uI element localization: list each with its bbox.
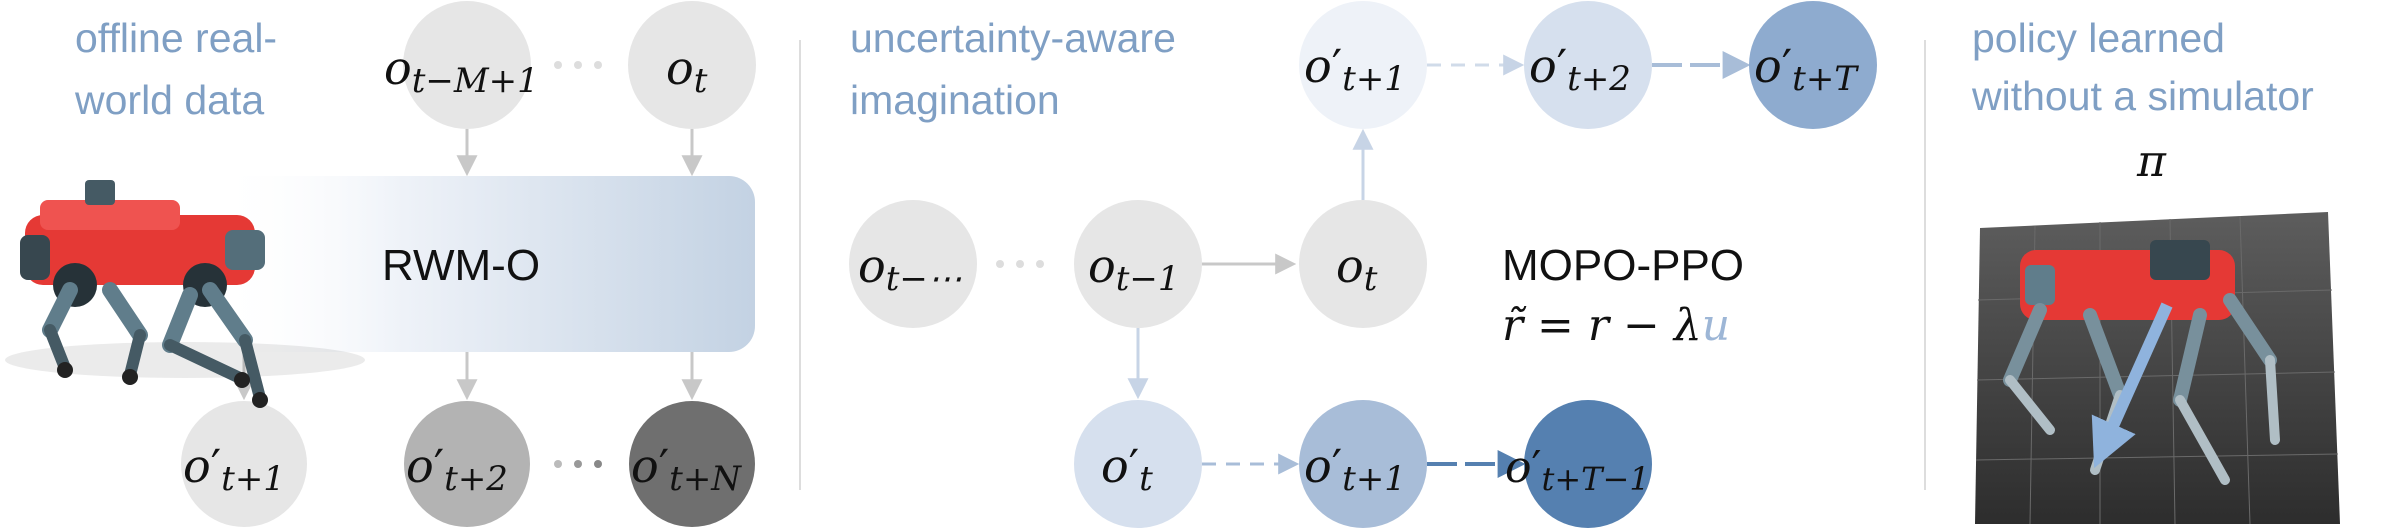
node-mid-top-3 [1749,1,1877,129]
node-mid-top-2-label: o′t+2 [1529,39,1631,99]
node-left-output-2-label: o′t+2 [406,439,508,499]
ellipsis-left-inputs [554,61,602,69]
node-left-output-1-label: o′t+1 [183,439,285,499]
node-left-output-1 [181,401,307,527]
node-mid-history-1 [849,200,977,328]
ellipsis-mid-history [996,260,1044,268]
node-left-input-2 [628,1,756,129]
rwm-o-model-box [215,176,755,352]
node-left-output-2 [404,401,530,527]
node-mid-bottom-3 [1524,400,1652,528]
robot-image [5,180,365,408]
policy-symbol: π [2136,136,2167,187]
node-mid-bottom-2-label: o′t+1 [1304,439,1406,499]
node-mid-history-2 [1074,200,1202,328]
node-mid-bottom-3-label: o′t+T−1 [1505,442,1650,498]
mopo-ppo-label: MOPO-PPO [1502,241,1744,290]
node-mid-history-3-label: ot [1336,239,1378,299]
node-left-input-2-label: ot [666,41,708,101]
node-mid-history-1-label: ot−⋯ [858,239,962,299]
node-left-input-1 [403,1,531,129]
node-mid-history-3 [1299,200,1427,328]
node-left-output-3 [629,401,755,527]
node-mid-bottom-1-label: o′t [1101,439,1153,499]
node-left-input-1-label: ot−M+1 [384,41,539,101]
right-caption-line2: without a simulator [1971,73,2314,119]
right-caption-line1: policy learned [1972,15,2225,61]
node-mid-top-1-label: o′t+1 [1304,39,1406,99]
mid-caption-line2: imagination [850,77,1060,123]
mid-caption-line1: uncertainty-aware [850,15,1176,61]
node-mid-bottom-1 [1074,400,1202,528]
floor-photo [1975,212,2340,525]
rwm-o-label: RWM-O [382,241,540,290]
ellipsis-left-outputs [554,460,602,468]
node-mid-history-2-label: ot−1 [1088,239,1180,299]
node-mid-top-1 [1299,1,1427,129]
node-mid-top-3-label: o′t+T [1754,39,1859,99]
reward-equation: r̃ = r − λu [1502,300,1730,351]
left-caption-line2: world data [74,77,264,123]
node-mid-top-2 [1524,1,1652,129]
node-left-output-3-label: o′t+N [631,439,742,499]
node-mid-bottom-2 [1299,400,1427,528]
left-caption-line1: offline real- [75,15,277,61]
policy-arrow-icon [2091,302,2173,469]
